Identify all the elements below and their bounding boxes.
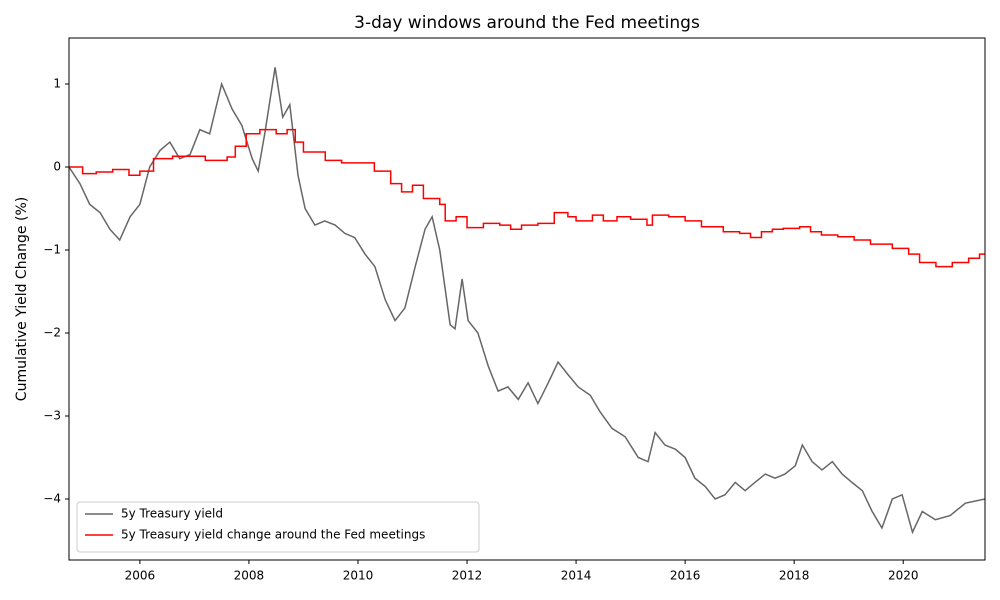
legend-label: 5y Treasury yield change around the Fed … [121, 528, 425, 542]
y-tick-label: 0 [53, 159, 61, 173]
x-tick-label: 2018 [779, 569, 810, 583]
series-line [69, 128, 985, 268]
x-tick-label: 2008 [234, 569, 265, 583]
x-tick-label: 2010 [343, 569, 374, 583]
y-tick-label: 1 [53, 76, 61, 90]
x-tick-label: 2014 [561, 569, 592, 583]
y-tick-label: −3 [43, 408, 61, 422]
x-tick-label: 2012 [452, 569, 483, 583]
y-tick-label: −4 [43, 491, 61, 505]
x-tick-label: 2006 [125, 569, 156, 583]
chart-title: 3-day windows around the Fed meetings [354, 13, 700, 33]
y-tick-label: −2 [43, 325, 61, 339]
legend-box [76, 501, 480, 553]
y-tick-label: −1 [43, 242, 61, 256]
series-line [69, 67, 985, 535]
x-tick-label: 2016 [670, 569, 701, 583]
y-axis-label: Cumulative Yield Change (%) [14, 197, 30, 401]
plot-frame [68, 37, 986, 561]
x-tick-label: 2020 [888, 569, 919, 583]
legend-label: 5y Treasury yield [121, 507, 223, 521]
